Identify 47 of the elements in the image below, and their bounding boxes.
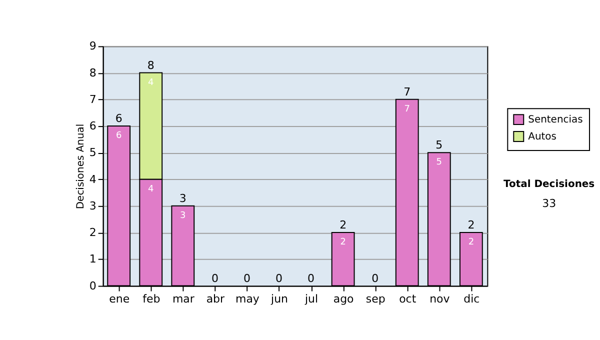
total-label: 0 <box>308 272 315 285</box>
total-label: 0 <box>276 272 282 285</box>
x-tick-label: jul <box>304 292 318 306</box>
data-label: 4 <box>148 78 154 88</box>
x-tick-label: jun <box>270 292 288 306</box>
y-tick-label: 1 <box>89 252 96 266</box>
y-tick-label: 2 <box>89 226 96 240</box>
x-tick-label: sep <box>366 292 386 306</box>
x-tick-label: abr <box>206 292 226 306</box>
x-tick-label: ene <box>109 292 130 306</box>
x-tick-label: ago <box>333 292 354 306</box>
legend-label: Sentencias <box>528 114 583 126</box>
total-label: 3 <box>179 192 186 205</box>
y-tick-label: 9 <box>89 40 96 53</box>
total-label: 2 <box>468 218 475 232</box>
total-label: 5 <box>436 138 443 152</box>
total-label: 2 <box>340 218 347 232</box>
total-label: 8 <box>147 58 154 72</box>
text: Total Decisiones <box>504 178 595 190</box>
data-label: 2 <box>468 238 474 248</box>
data-label: 6 <box>116 131 122 142</box>
x-tick-label: nov <box>430 292 450 306</box>
y-tick-label: 8 <box>89 66 96 80</box>
total-label: 6 <box>115 112 122 126</box>
data-label: 7 <box>404 104 410 114</box>
y-tick-label: 6 <box>89 120 96 133</box>
x-tick-label: dic <box>464 292 480 306</box>
x-tick-label: feb <box>142 292 160 306</box>
x-tick-label: mar <box>172 292 195 306</box>
legend-label: Autos <box>528 132 556 143</box>
x-tick-label: may <box>236 292 260 306</box>
data-label: 5 <box>436 158 442 168</box>
total-label: 0 <box>243 272 250 285</box>
data-label: 3 <box>180 210 186 221</box>
x-tick-label: oct <box>399 292 417 306</box>
y-tick-label: 4 <box>89 172 96 186</box>
data-label: 4 <box>148 184 154 194</box>
total-label: 7 <box>404 85 411 98</box>
total-label: 0 <box>211 272 218 285</box>
y-axis-title: Decisiones Anual <box>75 124 86 210</box>
total-label: 0 <box>372 272 379 285</box>
data-label: 2 <box>340 238 346 248</box>
y-tick-label: 3 <box>89 199 96 212</box>
y-tick-label: 7 <box>89 92 96 106</box>
y-tick-label: 0 <box>89 279 96 292</box>
text: 33 <box>542 196 556 210</box>
y-tick-label: 5 <box>89 146 96 160</box>
